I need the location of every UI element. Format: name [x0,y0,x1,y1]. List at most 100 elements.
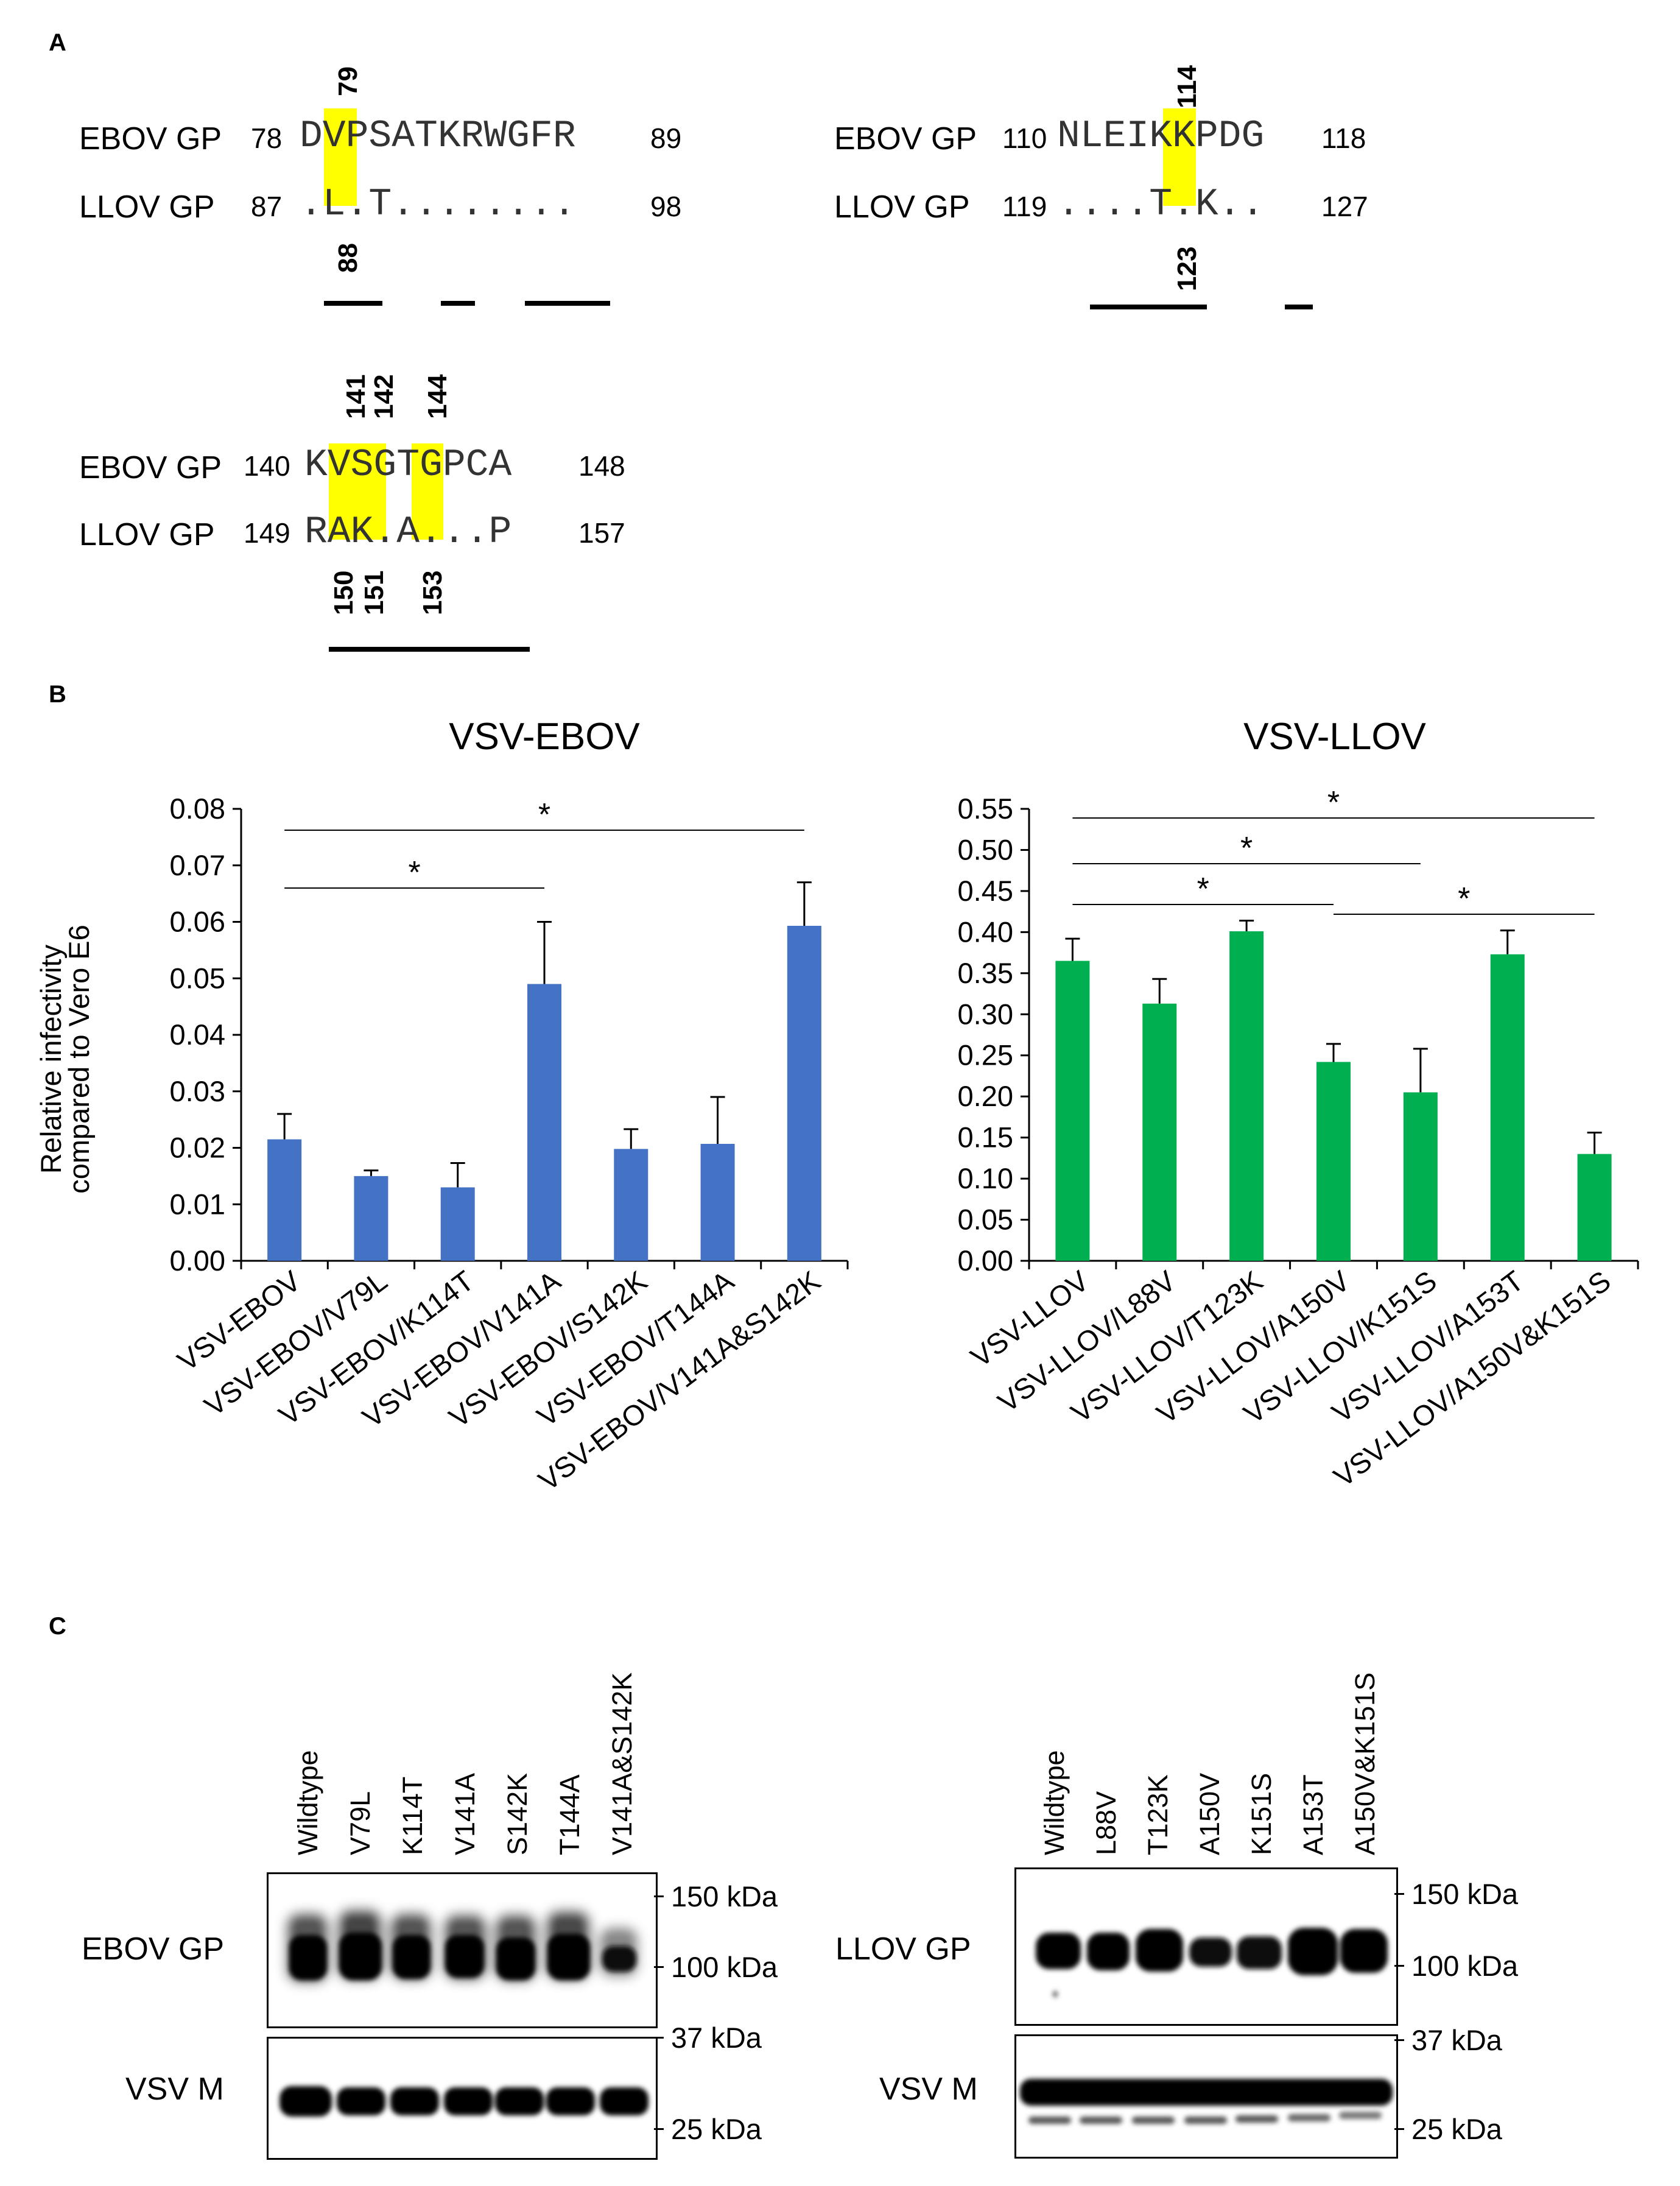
mw-tick [654,2128,664,2130]
ebov-sequence: KVSGTGPCA [304,443,512,487]
bar [1055,961,1090,1261]
position-144: 144 [423,374,452,419]
y-tick-label: 0.07 [170,849,225,881]
vsv-m-bands-right [1020,2079,1393,2124]
y-tick-label: 0.30 [958,998,1013,1030]
bar [1316,1062,1351,1261]
mw-150-left: 150 kDa [671,1880,778,1913]
lane-label: K114T [397,1776,428,1855]
panel-label-b: B [49,681,66,708]
mw-tick [1394,2039,1404,2041]
vsv-m-blot-right [1014,2034,1398,2159]
position-79: 79 [333,66,363,96]
mw-25-right: 25 kDa [1411,2113,1502,2145]
y-tick-label: 0.25 [958,1039,1013,1071]
bar [527,984,561,1261]
mw-tick [654,2037,664,2039]
epitope-underline [525,301,610,306]
position-153: 153 [418,570,448,615]
ebov-end-num: 89 [650,122,682,154]
bar [1577,1154,1612,1261]
mw-37-left: 37 kDa [671,2022,762,2054]
lane-label: A153T [1298,1774,1329,1855]
position-142: 142 [369,374,399,419]
highlight-114 [1163,108,1196,206]
mw-25-left: 25 kDa [671,2113,762,2145]
position-141: 141 [341,374,371,419]
significance-star: * [408,855,420,890]
llov-gp-label: LLOV GP [834,189,970,225]
lane-label: T144A [554,1774,585,1855]
y-axis-label: Relative infectivity [35,944,67,1174]
llov-gp-blot [1014,1867,1398,2026]
llov-gp-bands [1036,1928,1388,1997]
lane-label: Wildtype [1039,1750,1070,1855]
epitope-underline [1285,305,1313,309]
y-tick-label: 0.45 [958,875,1013,907]
highlight-141-142 [329,443,386,540]
significance-star: * [1240,831,1253,866]
position-151: 151 [359,570,389,615]
y-tick-label: 0.15 [958,1121,1013,1154]
bar [1403,1092,1438,1261]
panel-label-c: C [49,1613,66,1640]
lane-label: A150V [1194,1772,1225,1855]
mw-tick [654,1966,664,1968]
lane-label: T123K [1142,1774,1173,1855]
highlight-144 [412,443,443,540]
y-tick-label: 0.10 [958,1162,1013,1194]
ebov-start-num: 78 [251,122,283,154]
epitope-underline [441,301,475,306]
significance-star: * [538,797,550,833]
mw-tick [1394,1965,1404,1967]
llov-gp-label: LLOV GP [79,517,215,552]
significance-star: * [1197,872,1209,907]
llov-gp-blot-label: LLOV GP [835,1931,971,1967]
ebov-end-num: 148 [578,450,625,482]
mw-100-left: 100 kDa [671,1951,778,1983]
lane-label: A150V&K151S [1349,1672,1380,1855]
mw-100-right: 100 kDa [1411,1950,1519,1982]
llov-start-num: 149 [244,517,290,549]
lane-label: K151S [1246,1772,1277,1855]
llov-end-num: 98 [650,191,682,222]
y-tick-label: 0.20 [958,1080,1013,1112]
bar [787,925,821,1261]
bar [700,1144,735,1261]
y-tick-label: 0.01 [170,1188,225,1220]
lane-label: Wildtype [292,1750,323,1855]
position-88: 88 [333,243,363,273]
ebov-gp-label: EBOV GP [79,450,222,485]
llov-end-num: 157 [578,517,625,549]
y-tick-label: 0.00 [170,1244,225,1277]
y-tick-label: 0.04 [170,1018,225,1051]
lane-label: V79L [345,1791,376,1855]
y-tick-label: 0.03 [170,1075,225,1107]
y-tick-label: 0.08 [170,792,225,825]
y-tick-label: 0.05 [958,1204,1013,1236]
infectivity-charts: VSV-EBOV 0.00 0.01 0.02 0.03 0.04 0.05 0.06 0.07… [35,716,1639,1497]
epitope-underline [329,647,530,652]
y-tick-label: 0.40 [958,915,1013,948]
y-tick-label: 0.50 [958,833,1013,866]
ebov-end-num: 118 [1321,122,1366,154]
y-tick-label: 0.02 [170,1132,225,1164]
epitope-underline [324,301,382,306]
llov-sequence: RAK.A...P [304,510,512,554]
y-tick-label: 0.35 [958,957,1013,989]
y-axis-label: compared to Vero E6 [63,925,95,1194]
chart-title: VSV-LLOV [1243,716,1426,758]
mw-tick [1394,1893,1404,1895]
bar [614,1149,648,1261]
lane-label: L88V [1091,1791,1122,1855]
position-123: 123 [1172,246,1202,291]
lane-label: S142K [502,1772,533,1855]
y-tick-label: 0.00 [958,1244,1013,1277]
position-150: 150 [329,570,359,615]
y-tick-label: 0.05 [170,962,225,994]
llov-sequence: ....T.K.. [1057,183,1265,226]
ebov-gp-label: EBOV GP [834,121,977,157]
chart-title: VSV-EBOV [449,716,640,758]
bar [440,1187,475,1261]
bar [1229,931,1264,1261]
